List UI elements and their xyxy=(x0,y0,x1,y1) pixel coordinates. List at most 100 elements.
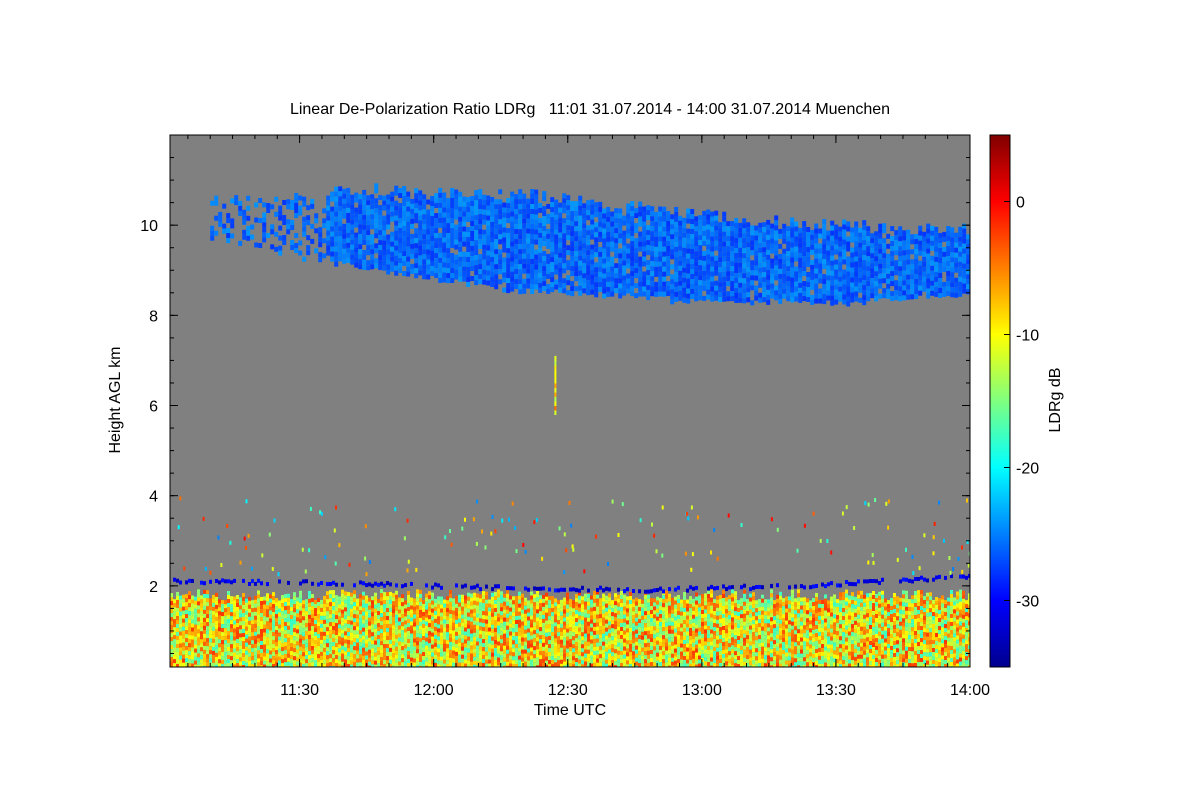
heatmap-cell xyxy=(845,597,848,602)
heatmap-cell xyxy=(419,657,422,662)
heatmap-cell xyxy=(302,664,305,667)
heatmap-cell xyxy=(668,661,671,666)
heatmap-cell xyxy=(809,640,812,645)
heatmap-cell xyxy=(248,608,251,613)
heatmap-cell xyxy=(299,618,302,623)
heatmap-cell xyxy=(545,660,548,665)
heatmap-cell xyxy=(590,615,593,620)
heatmap-cell xyxy=(257,658,260,663)
heatmap-cell xyxy=(437,664,440,667)
heatmap-cell xyxy=(266,613,269,618)
heatmap-cell xyxy=(557,632,560,637)
heatmap-cell xyxy=(206,662,209,667)
heatmap-cell xyxy=(335,639,338,644)
heatmap-cell xyxy=(575,598,578,603)
heatmap-cell xyxy=(533,622,536,627)
heatmap-cell xyxy=(311,614,314,619)
heatmap-cell xyxy=(578,627,581,632)
heatmap-cell xyxy=(872,643,875,647)
heatmap-cell xyxy=(203,661,206,666)
heatmap-cell xyxy=(824,646,827,651)
heatmap-cell xyxy=(326,582,329,587)
heatmap-cell xyxy=(179,627,182,632)
heatmap-cell xyxy=(215,592,218,597)
heatmap-cell xyxy=(833,638,836,643)
heatmap-cell xyxy=(395,594,398,599)
heatmap-cell xyxy=(866,661,869,666)
heatmap-cell xyxy=(728,599,731,604)
heatmap-cell xyxy=(497,661,500,666)
heatmap-cell xyxy=(749,649,752,654)
heatmap-cell xyxy=(239,597,242,602)
heatmap-cell xyxy=(242,629,245,633)
heatmap-cell xyxy=(854,644,857,649)
heatmap-cell xyxy=(587,613,590,618)
heatmap-cell xyxy=(722,622,725,626)
heatmap-cell xyxy=(911,659,914,664)
heatmap-cell xyxy=(344,635,347,640)
heatmap-cell xyxy=(491,656,494,661)
heatmap-cell xyxy=(698,611,701,616)
heatmap-cell xyxy=(185,650,188,655)
heatmap-cell xyxy=(857,658,860,663)
heatmap-cell xyxy=(353,646,356,651)
heatmap-cell xyxy=(950,602,953,606)
heatmap-cell xyxy=(701,634,704,638)
heatmap-cell xyxy=(401,614,404,619)
heatmap-cell xyxy=(497,597,500,602)
heatmap-cell xyxy=(782,662,785,667)
heatmap-cell xyxy=(323,607,326,612)
heatmap-cell xyxy=(230,628,233,633)
heatmap-cell xyxy=(611,608,614,613)
heatmap-cell xyxy=(659,602,662,606)
heatmap-cell xyxy=(899,649,902,654)
heatmap-cell xyxy=(203,609,206,614)
heatmap-cell xyxy=(584,621,587,626)
heatmap-cell xyxy=(569,619,572,624)
heatmap-cell xyxy=(608,645,611,650)
heatmap-cell xyxy=(923,624,926,629)
heatmap-cell xyxy=(305,611,308,616)
heatmap-cell xyxy=(881,658,884,663)
heatmap-cell xyxy=(311,630,314,635)
heatmap-cell xyxy=(380,613,383,618)
heatmap-cell xyxy=(341,589,344,594)
heatmap-cell xyxy=(917,598,920,603)
heatmap-cell xyxy=(293,612,296,617)
heatmap-cell xyxy=(812,658,815,662)
heatmap-cell xyxy=(644,639,647,644)
heatmap-cell xyxy=(563,637,566,642)
heatmap-cell xyxy=(377,611,380,616)
heatmap-cell xyxy=(422,644,425,648)
heatmap-cell xyxy=(752,660,755,665)
heatmap-cell xyxy=(629,660,632,664)
heatmap-cell xyxy=(542,642,545,647)
heatmap-cell xyxy=(494,616,497,620)
heatmap-cell xyxy=(479,654,482,659)
heatmap-cell xyxy=(764,655,767,660)
heatmap-cell xyxy=(497,621,500,626)
heatmap-cell xyxy=(725,657,728,662)
heatmap-cell xyxy=(404,644,407,649)
heatmap-cell xyxy=(920,614,923,619)
heatmap-cell xyxy=(515,616,518,620)
heatmap-cell xyxy=(425,661,428,666)
heatmap-cell xyxy=(437,656,440,661)
heatmap-cell xyxy=(734,651,737,656)
heatmap-cell xyxy=(743,653,746,658)
heatmap-cell xyxy=(815,613,818,617)
heatmap-cell xyxy=(323,631,326,636)
heatmap-cell xyxy=(599,614,602,619)
heatmap-cell xyxy=(338,620,341,625)
heatmap-cell xyxy=(371,640,374,645)
heatmap-cell xyxy=(434,618,437,623)
heatmap-cell xyxy=(329,626,332,631)
heatmap-cell xyxy=(368,633,371,638)
heatmap-cell xyxy=(794,602,797,607)
heatmap-cell xyxy=(428,627,431,632)
heatmap-cell xyxy=(170,633,173,638)
heatmap-cell xyxy=(359,622,362,627)
heatmap-cell xyxy=(446,660,449,665)
heatmap-cell xyxy=(809,648,812,653)
